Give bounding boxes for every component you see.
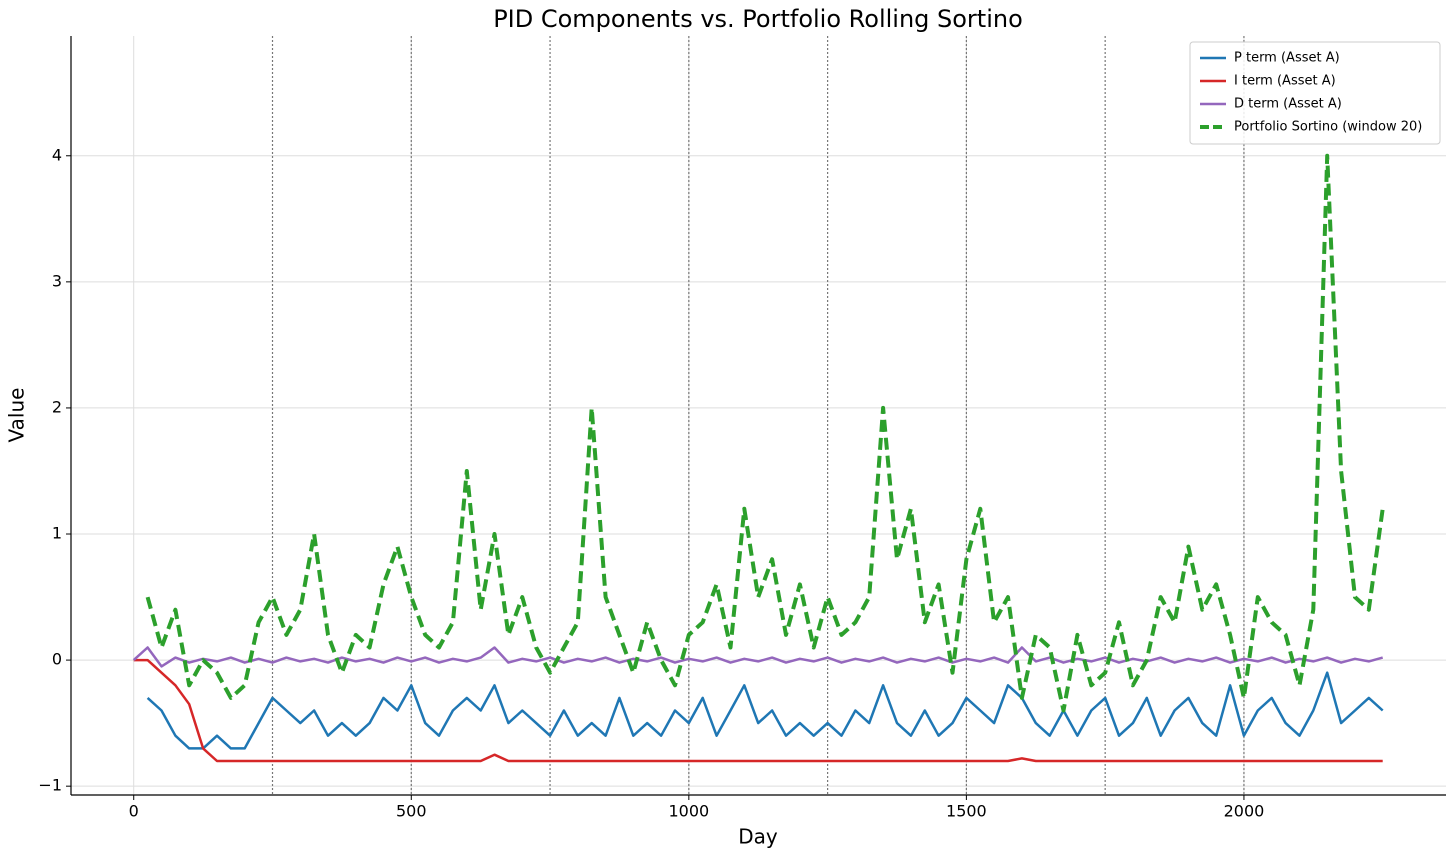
x-axis-label: Day xyxy=(738,825,778,849)
series-line xyxy=(146,671,1384,750)
y-tick-label: 1 xyxy=(52,524,62,543)
x-tick-label: 2000 xyxy=(1224,802,1265,821)
y-axis-label: Value xyxy=(5,388,29,443)
series-line xyxy=(132,646,1384,668)
legend-label: D term (Asset A) xyxy=(1234,97,1342,112)
x-tick-label: 0 xyxy=(129,802,139,821)
y-tick-label: 3 xyxy=(52,271,62,290)
series-line xyxy=(133,658,1383,763)
x-tick-label: 500 xyxy=(396,802,427,821)
y-tick-label: 2 xyxy=(52,397,62,416)
legend-label: I term (Asset A) xyxy=(1234,74,1336,89)
legend-label: Portfolio Sortino (window 20) xyxy=(1234,120,1422,135)
y-tick-label: 4 xyxy=(52,145,62,164)
series-line xyxy=(145,153,1385,713)
chart-title: PID Components vs. Portfolio Rolling Sor… xyxy=(493,5,1023,33)
x-tick-label: 1000 xyxy=(668,802,709,821)
y-tick-label: 0 xyxy=(52,650,62,669)
legend-box xyxy=(1189,41,1441,145)
x-tick-label: 1500 xyxy=(946,802,987,821)
legend-label: P term (Asset A) xyxy=(1234,51,1340,66)
y-tick-label: −1 xyxy=(38,776,62,795)
